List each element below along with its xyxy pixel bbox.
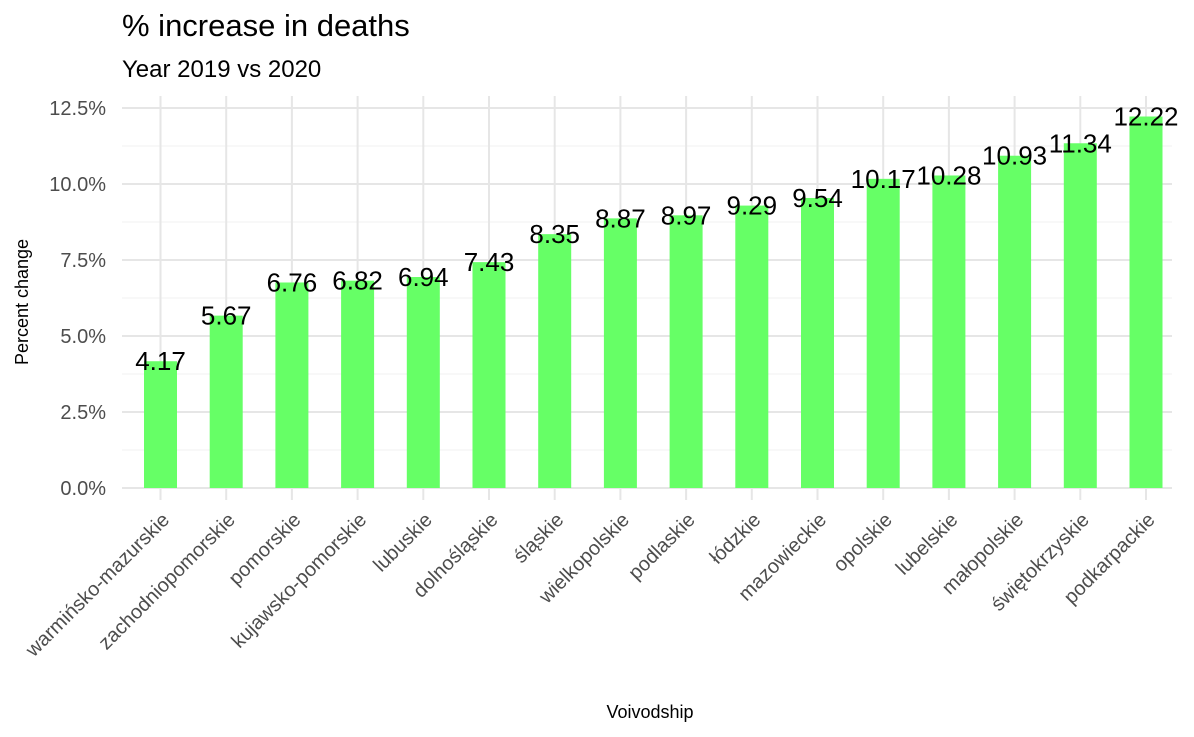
data-label: 4.17: [135, 346, 186, 376]
data-label: 11.34: [1049, 128, 1112, 158]
bar: [472, 262, 506, 488]
data-label: 6.82: [332, 266, 383, 296]
bar: [932, 175, 966, 488]
data-label: 12.22: [1113, 102, 1178, 132]
y-tick-label: 5.0%: [60, 326, 106, 348]
bar: [275, 282, 309, 488]
bar: [735, 205, 769, 489]
x-tick-label: śląskie: [509, 509, 568, 568]
bars: [144, 116, 1163, 489]
bar: [801, 197, 834, 488]
y-tick-label: 7.5%: [60, 250, 106, 272]
data-label: 5.67: [201, 301, 252, 331]
data-label: 10.93: [982, 141, 1047, 171]
data-label: 9.54: [792, 183, 843, 213]
data-label: 10.28: [916, 160, 981, 190]
chart-subtitle: Year 2019 vs 2020: [122, 56, 322, 83]
chart-title: % increase in deaths: [122, 8, 410, 43]
bar: [603, 218, 637, 489]
data-label: 6.76: [267, 267, 318, 297]
bar: [866, 178, 900, 488]
data-label: 8.35: [529, 219, 580, 249]
y-tick-label: 12.5%: [49, 98, 106, 120]
bar: [144, 361, 177, 488]
data-label: 10.17: [851, 164, 916, 194]
bar: [669, 215, 703, 488]
y-tick-label: 2.5%: [60, 402, 106, 424]
x-tick-label: łódzkie: [706, 509, 766, 569]
bar: [406, 277, 440, 488]
data-label: 7.43: [464, 247, 515, 277]
data-label: 8.87: [595, 203, 646, 233]
data-label: 8.97: [661, 200, 712, 230]
y-axis: 0.0% 2.5% 5.0% 7.5% 10.0% 12.5%: [49, 98, 106, 500]
bar: [998, 155, 1032, 488]
x-tick-label: lubuskie: [369, 509, 436, 576]
x-axis: warmińsko-mazurskiezachodniopomorskiepom…: [21, 509, 1160, 662]
bar: [1063, 143, 1097, 488]
y-axis-title: Percent change: [12, 239, 32, 365]
data-label: 6.94: [398, 262, 449, 292]
data-labels: 4.17 5.67 6.76 6.82 6.94 7.43 8.35 8.87 8.97 9.29…: [135, 102, 1178, 377]
x-axis-title: Voivodship: [606, 702, 693, 722]
data-label: 9.29: [726, 191, 777, 221]
x-tick-label: podlaskie: [624, 509, 699, 584]
x-tick-label: opolskie: [829, 509, 896, 576]
bar: [341, 280, 375, 488]
bar: [209, 315, 243, 488]
y-tick-label: 10.0%: [49, 174, 106, 196]
bar: [538, 234, 572, 488]
y-tick-label: 0.0%: [60, 478, 106, 500]
bar: [1129, 116, 1163, 489]
